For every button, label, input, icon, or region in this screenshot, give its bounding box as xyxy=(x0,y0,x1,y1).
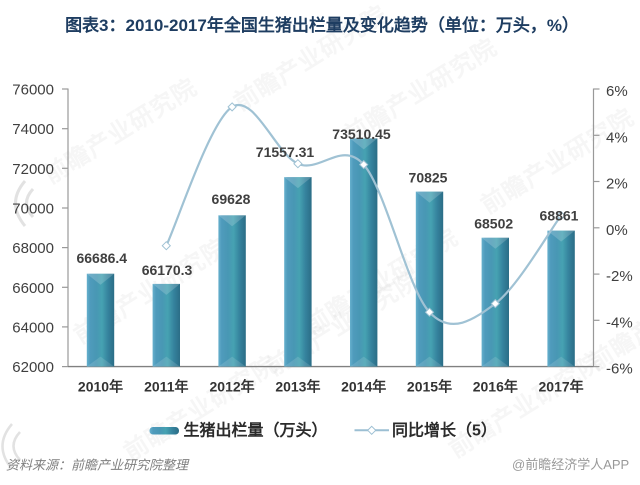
svg-text:71557.31: 71557.31 xyxy=(256,144,315,160)
svg-text:生猪出栏量（万头）: 生猪出栏量（万头） xyxy=(184,421,328,440)
svg-text:2013年: 2013年 xyxy=(275,379,320,395)
svg-text:66170.3: 66170.3 xyxy=(142,262,193,278)
svg-text:同比增长（5）: 同比增长（5） xyxy=(392,421,497,440)
svg-text:2014年: 2014年 xyxy=(341,379,386,395)
svg-text:72000: 72000 xyxy=(12,161,54,178)
svg-text:2%: 2% xyxy=(606,176,628,193)
svg-text:66686.4: 66686.4 xyxy=(76,250,127,266)
svg-text:6%: 6% xyxy=(606,83,628,100)
svg-text:2011年: 2011年 xyxy=(144,379,188,395)
svg-text:-4%: -4% xyxy=(606,314,633,331)
svg-text:70000: 70000 xyxy=(12,201,54,218)
svg-text:76000: 76000 xyxy=(12,82,54,99)
svg-text:资料来源：前瞻产业研究院整理: 资料来源：前瞻产业研究院整理 xyxy=(6,458,190,473)
svg-text:73510.45: 73510.45 xyxy=(332,126,391,142)
svg-text:70825: 70825 xyxy=(409,170,448,186)
svg-text:0%: 0% xyxy=(606,222,628,239)
svg-text:2012年: 2012年 xyxy=(210,379,255,395)
svg-text:64000: 64000 xyxy=(12,319,54,336)
svg-text:-6%: -6% xyxy=(606,361,633,378)
svg-text:2015年: 2015年 xyxy=(407,379,452,395)
svg-text:74000: 74000 xyxy=(12,121,54,138)
svg-text:68000: 68000 xyxy=(12,240,54,257)
svg-text:-2%: -2% xyxy=(606,268,633,285)
svg-text:图表3：2010-2017年全国生猪出栏量及变化趋势（单位：: 图表3：2010-2017年全国生猪出栏量及变化趋势（单位：万头，%） xyxy=(65,15,579,35)
svg-text:@前瞻经济学人APP: @前瞻经济学人APP xyxy=(512,457,629,472)
svg-text:2016年: 2016年 xyxy=(473,379,518,395)
svg-text:62000: 62000 xyxy=(12,359,54,376)
svg-text:68502: 68502 xyxy=(474,216,513,232)
svg-text:2017年: 2017年 xyxy=(539,379,584,395)
svg-text:68861: 68861 xyxy=(540,208,579,224)
svg-text:2010年: 2010年 xyxy=(78,379,123,395)
svg-text:4%: 4% xyxy=(606,129,628,146)
svg-text:69628: 69628 xyxy=(212,191,251,207)
svg-text:66000: 66000 xyxy=(12,280,54,297)
